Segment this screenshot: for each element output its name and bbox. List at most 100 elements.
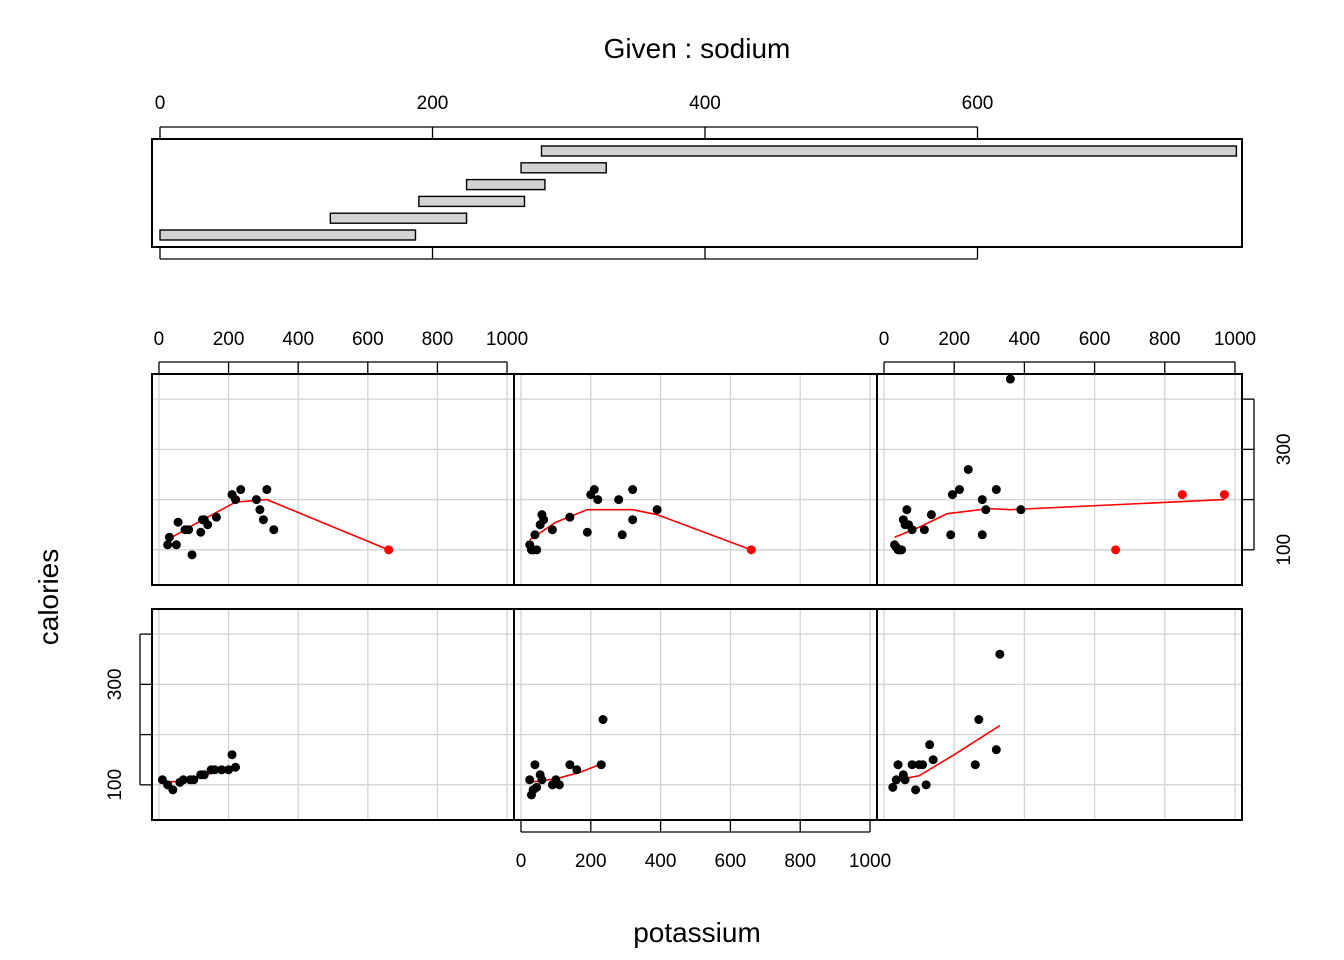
data-point <box>991 745 1001 755</box>
panel-4 <box>151 373 515 586</box>
panel-1 <box>151 608 515 821</box>
data-point <box>946 530 956 540</box>
data-point <box>911 785 921 795</box>
panel-frame <box>151 608 515 821</box>
data-point <box>1016 505 1026 515</box>
x-bottom-middle-tick-label: 600 <box>715 851 747 872</box>
data-point <box>572 765 582 775</box>
given-interval-bars <box>159 145 1238 241</box>
data-point <box>547 525 557 535</box>
data-point <box>164 532 174 542</box>
data-point <box>921 780 931 790</box>
data-point <box>926 510 936 520</box>
given-tick-label: 600 <box>962 93 994 114</box>
y-axis-title: calories <box>33 549 64 645</box>
smooth-line <box>529 508 752 551</box>
data-point <box>178 775 188 785</box>
data-point <box>963 464 973 474</box>
data-point <box>907 525 917 535</box>
outlier-point <box>1177 490 1187 500</box>
x-top-right-tick-label: 0 <box>879 329 890 350</box>
given-interval-bar <box>159 229 417 241</box>
outlier-point <box>1111 545 1121 555</box>
given-title: Given : sodium <box>604 33 791 64</box>
given-interval-bar <box>329 212 468 224</box>
data-point <box>995 649 1005 659</box>
given-panel: Given : sodium 0 200 400 600 <box>151 33 1243 260</box>
data-point <box>537 775 547 785</box>
panel-frame <box>513 608 878 821</box>
data-point <box>974 715 984 725</box>
x-top-left-tick-label: 200 <box>213 329 245 350</box>
x-top-right-tick-label: 800 <box>1149 329 1181 350</box>
smooth-line <box>894 498 1225 539</box>
data-point <box>258 515 268 525</box>
data-point <box>1005 374 1015 384</box>
data-point <box>530 530 540 540</box>
panel-5 <box>513 373 878 586</box>
data-point <box>217 765 227 775</box>
x-top-right-tick-label: 400 <box>1009 329 1041 350</box>
given-tick-label: 200 <box>417 93 449 114</box>
data-point <box>925 740 935 750</box>
data-point <box>189 775 199 785</box>
data-point <box>210 765 220 775</box>
given-interval-bar <box>540 145 1238 157</box>
data-point <box>919 525 929 535</box>
data-point <box>565 512 575 522</box>
given-axis: 0 200 400 600 <box>155 93 994 260</box>
data-point <box>187 550 197 560</box>
panel-2 <box>513 608 878 821</box>
data-point <box>628 515 638 525</box>
y-right-top-tick-label: 100 <box>1274 534 1295 566</box>
x-axis-title: potassium <box>633 917 761 948</box>
data-point <box>539 515 549 525</box>
data-point <box>582 527 592 537</box>
data-point <box>231 495 241 505</box>
outlier-point <box>746 545 756 555</box>
given-frame <box>151 138 1243 248</box>
given-tick-label: 0 <box>155 93 166 114</box>
data-point <box>947 490 957 500</box>
data-point <box>554 780 564 790</box>
x-top-left-tick-label: 400 <box>282 329 314 350</box>
data-point <box>203 520 213 530</box>
panel-axes: 0 200 400 600 800 1000 0 200 400 600 800 1000 0 200 40… <box>105 329 1295 872</box>
data-point <box>902 505 912 515</box>
given-tick-label: 400 <box>689 93 721 114</box>
data-point <box>652 505 662 515</box>
data-point <box>262 485 272 495</box>
given-interval-bar <box>465 178 546 191</box>
x-bottom-middle-tick-label: 400 <box>645 851 677 872</box>
data-point <box>991 485 1001 495</box>
data-point <box>628 485 638 495</box>
data-point <box>598 715 608 725</box>
panel-6 <box>876 373 1243 586</box>
data-point <box>589 485 599 495</box>
data-point <box>907 760 917 770</box>
data-point <box>954 485 964 495</box>
y-left-bottom-tick-label: 300 <box>105 669 126 701</box>
data-point <box>888 782 898 792</box>
data-point <box>168 785 178 795</box>
y-left-bottom-tick-label: 100 <box>105 769 126 801</box>
data-point <box>163 540 173 550</box>
data-point <box>224 765 234 775</box>
data-point <box>928 755 938 765</box>
x-top-right-tick-label: 1000 <box>1214 329 1256 350</box>
data-point <box>530 760 540 770</box>
data-point <box>231 762 241 772</box>
smooth-line <box>167 498 389 551</box>
data-point <box>269 525 279 535</box>
data-point <box>255 505 265 515</box>
x-top-left-tick-label: 0 <box>154 329 165 350</box>
data-point <box>227 750 237 760</box>
panel-frame <box>513 373 878 586</box>
x-top-right-tick-label: 600 <box>1079 329 1111 350</box>
panel-frame <box>876 608 1243 821</box>
panel-frame <box>151 373 515 586</box>
data-point <box>897 545 907 555</box>
outlier-point <box>384 545 394 555</box>
data-point <box>199 770 209 780</box>
